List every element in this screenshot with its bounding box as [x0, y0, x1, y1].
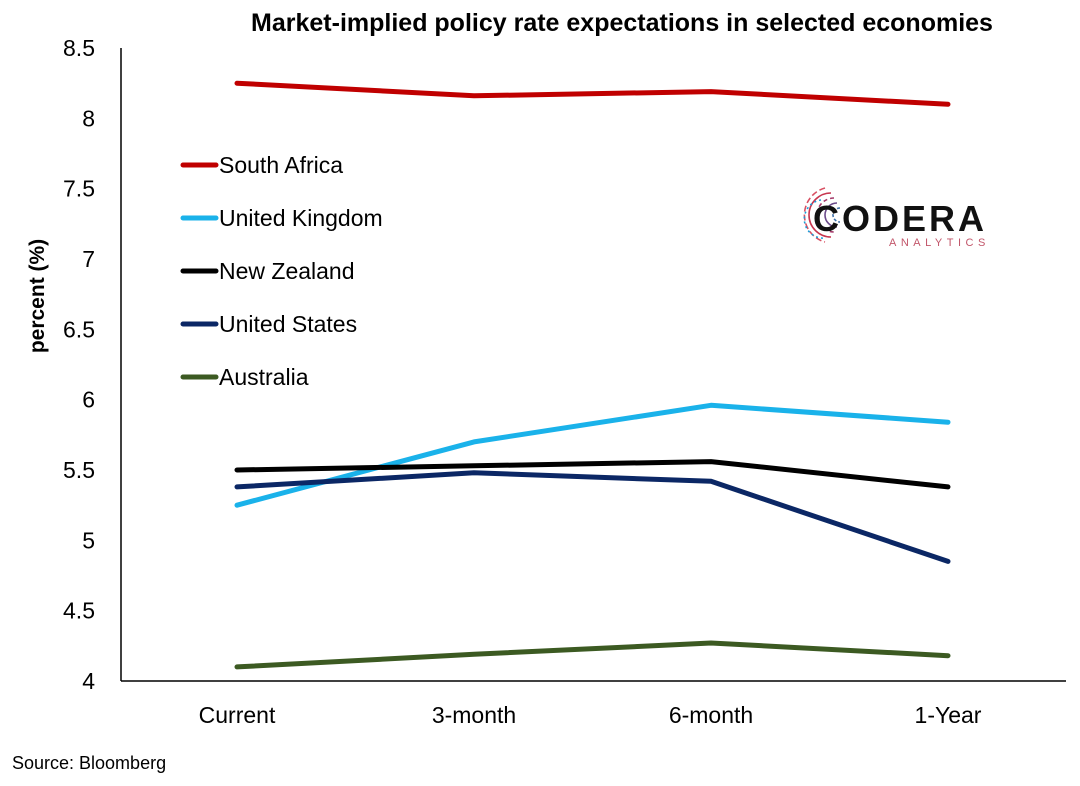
series-lines: [234, 80, 951, 670]
legend-item: Australia: [180, 364, 309, 390]
x-tick-labels: Current 3-month 6-month 1-Year: [199, 702, 982, 728]
legend: South Africa United Kingdom New Zealand Uni…: [180, 152, 383, 390]
legend-label: South Africa: [219, 152, 343, 178]
y-tick-label: 6.5: [63, 316, 95, 342]
x-tick-label: Current: [199, 702, 276, 728]
fingerprint-icon: [803, 187, 841, 243]
series-line-australia: [234, 640, 951, 670]
series-line-south-africa: [234, 80, 951, 107]
y-tick-label: 5: [82, 527, 95, 553]
y-tick-label: 4: [82, 668, 95, 694]
y-axis-label: percent (%): [26, 239, 49, 353]
y-tick-label: 7.5: [63, 176, 95, 202]
x-tick-label: 6-month: [669, 702, 753, 728]
legend-item: United Kingdom: [180, 205, 383, 231]
codera-logo: CODERA ANALYTICS: [803, 187, 990, 249]
legend-label: United Kingdom: [219, 205, 383, 231]
chart-title: Market-implied policy rate expectations …: [251, 9, 993, 37]
legend-item: New Zealand: [180, 258, 355, 284]
x-tick-label: 3-month: [432, 702, 516, 728]
y-tick-label: 7: [82, 246, 95, 272]
y-tick-label: 6: [82, 387, 95, 413]
legend-item: South Africa: [180, 152, 343, 178]
y-tick-label: 4.5: [63, 598, 95, 624]
legend-label: New Zealand: [219, 258, 355, 284]
y-tick-label: 5.5: [63, 457, 95, 483]
series-line-united-kingdom: [234, 402, 951, 508]
source-note: Source: Bloomberg: [12, 753, 166, 773]
logo-tagline: ANALYTICS: [889, 237, 990, 249]
series-line-new-zealand: [234, 459, 951, 490]
y-tick-label: 8: [82, 105, 95, 131]
series-line-united-states: [234, 470, 951, 564]
x-tick-label: 1-Year: [915, 702, 982, 728]
legend-item: United States: [180, 311, 357, 337]
y-tick-label: 8.5: [63, 35, 95, 61]
legend-label: United States: [219, 311, 357, 337]
y-tick-labels: 4 4.5 5 5.5 6 6.5 7 7.5 8 8.5: [63, 35, 95, 694]
legend-label: Australia: [219, 364, 309, 390]
logo-name: CODERA: [813, 198, 987, 239]
